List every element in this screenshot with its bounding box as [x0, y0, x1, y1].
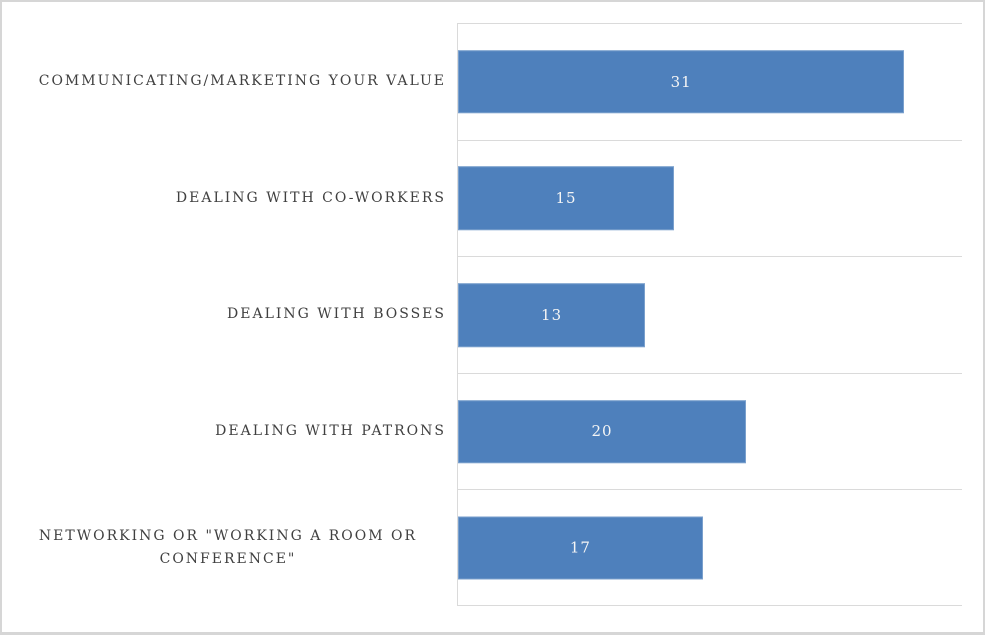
bar: 31 — [458, 50, 905, 114]
bar: 17 — [458, 516, 703, 580]
chart-plot-area: COMMUNICATING/MARKETING YOUR VALUE 31 DE… — [2, 23, 962, 606]
value-label: 17 — [569, 538, 591, 557]
plot-band: 31 — [457, 23, 962, 140]
category-label-cell: NETWORKING OR "WORKING A ROOM OR CONFERE… — [2, 489, 457, 606]
value-label: 15 — [555, 189, 577, 208]
category-label-cell: DEALING WITH PATRONS — [2, 373, 457, 490]
bar: 15 — [458, 166, 674, 231]
plot-band: 17 — [457, 489, 962, 606]
value-label: 20 — [591, 422, 613, 441]
plot-band: 15 — [457, 139, 962, 257]
category-label: COMMUNICATING/MARKETING YOUR VALUE — [38, 73, 446, 90]
value-label: 13 — [541, 305, 563, 324]
category-label-cell: COMMUNICATING/MARKETING YOUR VALUE — [2, 23, 457, 140]
category-label-cell: DEALING WITH BOSSES — [2, 256, 457, 373]
bar: 20 — [458, 399, 746, 464]
category-label-cell: DEALING WITH CO-WORKERS — [2, 140, 457, 257]
chart-row: DEALING WITH CO-WORKERS 15 — [2, 139, 962, 257]
chart-row: NETWORKING OR "WORKING A ROOM OR CONFERE… — [2, 489, 962, 606]
bar: 13 — [458, 283, 646, 347]
plot-band: 20 — [457, 372, 962, 490]
value-label: 31 — [670, 72, 692, 91]
category-label: DEALING WITH PATRONS — [215, 422, 446, 439]
chart-row: DEALING WITH BOSSES 13 — [2, 256, 962, 373]
chart-row: DEALING WITH PATRONS 20 — [2, 372, 962, 490]
category-label: NETWORKING OR "WORKING A ROOM OR CONFERE… — [38, 528, 418, 567]
chart-row: COMMUNICATING/MARKETING YOUR VALUE 31 — [2, 23, 962, 140]
category-label: DEALING WITH CO-WORKERS — [175, 189, 446, 206]
category-label: DEALING WITH BOSSES — [227, 306, 446, 323]
plot-band: 13 — [457, 256, 962, 373]
